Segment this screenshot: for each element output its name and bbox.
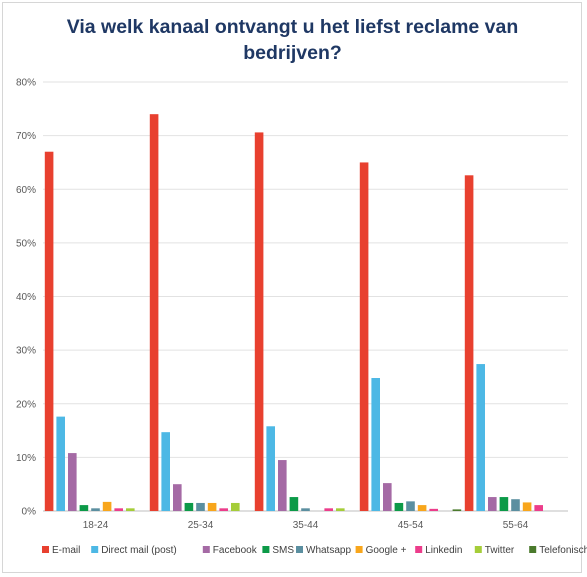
legend-swatch — [42, 546, 49, 553]
bar-twitter-35-44 — [336, 508, 345, 511]
x-axis: 18-24 25-34 35-44 45-54 55-64 — [83, 520, 529, 531]
bar-e-mail-18-24 — [44, 151, 54, 511]
y-axis: 0% 10% 20% 30% 40% 50% 60% 70% 80% — [16, 78, 36, 518]
bar-whatsapp-35-44 — [301, 508, 310, 511]
bar-e-mail-45-54 — [359, 162, 369, 511]
bar-sms-25-34 — [184, 502, 194, 511]
legend-swatch — [91, 546, 99, 553]
bar-twitter-25-34 — [231, 502, 240, 511]
bar-facebook-35-44 — [278, 460, 287, 511]
legend-swatch — [529, 546, 537, 553]
x-tick-label: 45-54 — [398, 520, 424, 531]
bar-linkedin-55-64 — [534, 505, 543, 511]
legend-swatch — [415, 546, 423, 553]
y-tick-label: 70% — [16, 131, 36, 142]
chart-title: Via welk kanaal ontvangt u het liefst re… — [66, 16, 519, 64]
legend-swatch — [262, 546, 270, 553]
bar-google-18-24 — [102, 501, 112, 511]
bar-direct-mail-post-35-44 — [266, 426, 275, 511]
bar-direct-mail-post-18-24 — [56, 416, 65, 511]
y-tick-label: 80% — [16, 78, 36, 89]
x-tick-label: 18-24 — [83, 520, 109, 531]
bar-whatsapp-45-54 — [406, 501, 415, 511]
bar-e-mail-35-44 — [254, 132, 264, 511]
legend-label: Whatsapp — [306, 545, 351, 556]
x-tick-label: 35-44 — [293, 520, 319, 531]
bar-linkedin-18-24 — [114, 508, 123, 511]
bar-google-25-34 — [207, 502, 217, 511]
legend-label: SMS — [272, 545, 294, 556]
legend-label: Facebook — [213, 545, 258, 556]
bar-sms-18-24 — [79, 505, 89, 511]
bars — [44, 114, 543, 512]
bar-sms-35-44 — [289, 497, 299, 511]
legend-swatch — [474, 546, 482, 553]
y-tick-label: 30% — [16, 346, 36, 357]
y-tick-label: 0% — [22, 507, 37, 518]
bar-linkedin-35-44 — [324, 508, 333, 511]
bar-direct-mail-post-55-64 — [476, 364, 485, 511]
legend-swatch — [296, 546, 303, 553]
bar-telefonisch-45-54 — [452, 509, 462, 511]
bar-linkedin-25-34 — [219, 508, 228, 511]
bar-whatsapp-18-24 — [91, 508, 100, 511]
y-tick-label: 60% — [16, 185, 36, 196]
bar-whatsapp-55-64 — [511, 499, 520, 511]
legend-label: Direct mail (post) — [101, 545, 177, 556]
y-tick-label: 50% — [16, 238, 36, 249]
bar-facebook-45-54 — [383, 483, 392, 511]
bar-direct-mail-post-25-34 — [161, 432, 170, 511]
y-tick-label: 40% — [16, 292, 36, 303]
bar-facebook-25-34 — [173, 484, 182, 511]
bar-sms-55-64 — [499, 497, 509, 511]
x-tick-label: 55-64 — [503, 520, 529, 531]
bar-twitter-18-24 — [126, 508, 135, 511]
bar-facebook-18-24 — [68, 453, 77, 511]
chart-frame — [2, 2, 582, 573]
legend-label: Twitter — [485, 545, 515, 556]
bar-direct-mail-post-45-54 — [371, 378, 380, 511]
legend-label: Linkedin — [425, 545, 462, 556]
legend: E-mail Direct mail (post) Facebook SMS Whats… — [42, 545, 587, 556]
gridlines — [43, 81, 568, 512]
legend-label: E-mail — [52, 545, 80, 556]
legend-label: Telefonisch — [539, 545, 587, 556]
bar-facebook-55-64 — [488, 497, 497, 511]
y-tick-label: 10% — [16, 453, 36, 464]
bar-sms-45-54 — [394, 502, 404, 511]
bar-linkedin-45-54 — [429, 508, 438, 511]
bar-google-45-54 — [417, 505, 427, 511]
x-tick-label: 25-34 — [188, 520, 214, 531]
legend-swatch — [355, 546, 363, 553]
bar-e-mail-55-64 — [464, 175, 474, 511]
y-tick-label: 20% — [16, 399, 36, 410]
bar-whatsapp-25-34 — [196, 502, 205, 511]
legend-swatch — [202, 546, 210, 553]
legend-label: Google + — [366, 545, 407, 556]
bar-e-mail-25-34 — [149, 114, 159, 512]
bar-google-55-64 — [522, 502, 532, 511]
